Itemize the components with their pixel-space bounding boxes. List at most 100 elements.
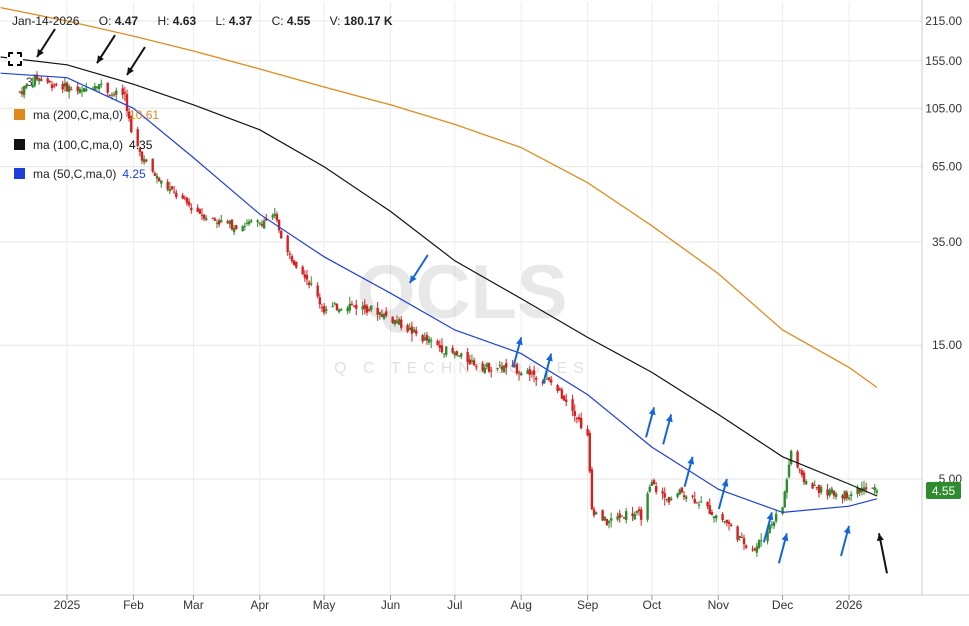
annotation-arrow [662, 414, 673, 445]
candle-body [472, 360, 476, 366]
candle-body [858, 488, 861, 493]
candle-body [528, 369, 531, 375]
candle-body [121, 88, 124, 95]
candle-body [393, 319, 396, 325]
legend-ma200[interactable]: ma (200,C,ma,0) 10.61 [14, 108, 159, 122]
candle-body [505, 363, 508, 368]
candle-body [845, 492, 849, 499]
candle-body [46, 78, 49, 83]
candle-body [616, 516, 619, 520]
candle-body [620, 515, 624, 517]
candle-body [412, 329, 416, 333]
moving-averages [0, 6, 878, 514]
candle-body [250, 220, 253, 222]
candle-body [136, 129, 139, 147]
legend-ma50[interactable]: ma (50,C,ma,0) 4.25 [14, 167, 146, 181]
candle-body [61, 83, 64, 90]
expand-icon[interactable] [7, 51, 23, 67]
last-price-badge-text: 4.55 [932, 484, 956, 498]
candle-body [635, 511, 639, 513]
candle-body [228, 220, 232, 225]
x-tick-label: Dec [772, 598, 793, 612]
candle-body [175, 192, 178, 198]
candle-body [714, 515, 718, 519]
candle-body [571, 399, 574, 411]
candle-body [181, 195, 184, 199]
candle-body [153, 173, 157, 176]
candle-body [592, 509, 596, 516]
candle-body [230, 219, 234, 230]
ma50-swatch [14, 168, 25, 179]
candle-body [316, 285, 319, 297]
annotation-arrow [762, 512, 774, 543]
candle-body [520, 372, 523, 376]
candle-body [256, 220, 259, 223]
candle-body [127, 111, 131, 119]
candle-body [789, 450, 793, 464]
volume-label: V: [329, 14, 341, 28]
ma200-line [0, 6, 878, 388]
candle-body [35, 74, 39, 80]
candle-body [800, 470, 804, 475]
candle-body [331, 305, 334, 308]
candle-body [860, 488, 864, 493]
candle-body [436, 340, 439, 345]
candle-body [774, 513, 778, 522]
candle-body [783, 491, 786, 508]
arrow-head [781, 533, 789, 542]
candle-body [93, 85, 97, 90]
y-tick-label: 215.00 [925, 14, 962, 28]
x-tick-label: Apr [250, 598, 269, 612]
arrow-head [126, 67, 134, 75]
candle-body [108, 95, 112, 97]
candle-body [151, 158, 154, 172]
arrow-head [37, 49, 44, 57]
candle-body [498, 364, 501, 366]
candle-body [871, 487, 874, 489]
candle-body [445, 346, 448, 355]
candle-body [535, 378, 538, 380]
candle-body [468, 359, 471, 365]
candle-body [736, 526, 739, 541]
candle-body [843, 490, 846, 500]
candle-body [95, 86, 99, 89]
candle-body [451, 347, 454, 353]
candle-body [708, 505, 711, 515]
candle-body [798, 469, 801, 471]
candle-body [215, 222, 219, 224]
candle-body [382, 313, 386, 319]
candle-body [864, 487, 868, 490]
candle-body [85, 88, 88, 91]
candle-body [307, 282, 311, 285]
candle-body [676, 493, 679, 497]
candle-body [481, 363, 484, 371]
candle-body [110, 94, 114, 96]
candle-body [607, 521, 611, 523]
candle-body [590, 469, 594, 510]
candle-body [350, 303, 354, 305]
candle-body [706, 501, 709, 507]
layer-count[interactable]: 3 [26, 75, 33, 89]
candle-body [427, 338, 431, 343]
candle-body [112, 94, 116, 96]
high-label: H: [157, 14, 170, 28]
candle-body [530, 372, 534, 374]
candle-body [142, 159, 146, 163]
candle-body [22, 86, 26, 96]
candle-body [397, 319, 401, 325]
candle-body [301, 266, 304, 275]
candle-body [588, 432, 591, 472]
candle-body [460, 353, 463, 357]
candle-body [187, 201, 191, 206]
candle-body [115, 90, 118, 95]
candle-body [502, 365, 506, 372]
candle-body [770, 523, 774, 525]
legend-ma100[interactable]: ma (100,C,ma,0) 4.35 [14, 138, 152, 152]
arrow-head [648, 407, 656, 416]
candle-body [813, 484, 816, 486]
last-candle-body [875, 490, 879, 493]
candle-body [577, 417, 581, 420]
candle-body [678, 489, 681, 495]
